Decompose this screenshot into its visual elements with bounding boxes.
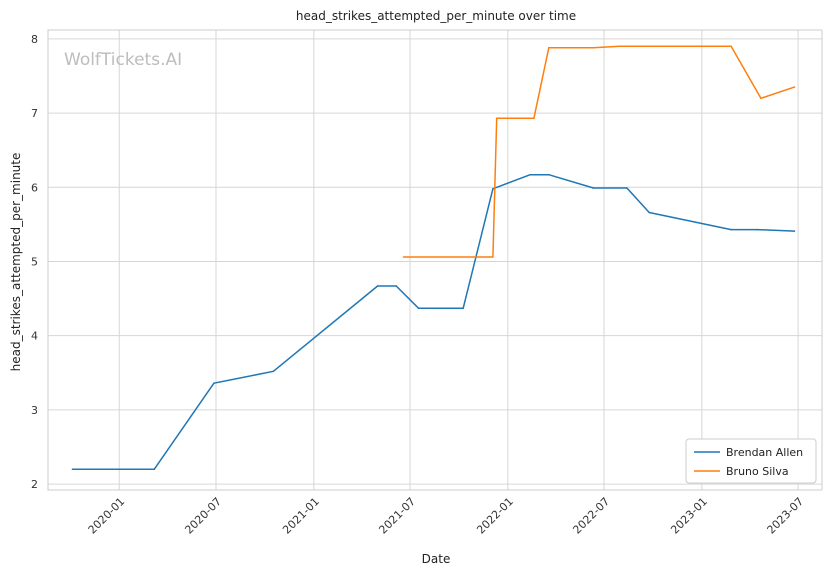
data-point-brendan-allen [492, 188, 494, 190]
data-point-brendan-allen [213, 382, 215, 385]
data-point-brendan-allen [153, 468, 156, 471]
y-axis-label: head_strikes_attempted_per_minute [9, 153, 23, 372]
y-tick-label: 2 [31, 478, 38, 491]
y-tick-label: 6 [31, 181, 38, 194]
data-point-bruno-silva [492, 256, 494, 258]
x-axis-label: Date [422, 552, 451, 566]
y-tick-label: 7 [31, 107, 38, 120]
data-point-brendan-allen [462, 307, 465, 310]
data-point-bruno-silva [592, 47, 595, 49]
data-point-brendan-allen [417, 307, 420, 310]
data-point-bruno-silva [533, 117, 535, 120]
data-point-bruno-silva [793, 86, 796, 88]
legend: Brendan Allen Bruno Silva [685, 438, 817, 484]
watermark: WolfTickets.AI [64, 50, 182, 70]
legend-label-brendan-allen: Brendan Allen [726, 446, 803, 459]
data-point-brendan-allen [376, 285, 379, 287]
data-point-bruno-silva [730, 45, 732, 48]
y-tick-label: 8 [31, 33, 38, 46]
data-point-brendan-allen [592, 187, 595, 189]
data-point-brendan-allen [395, 285, 398, 287]
series-lines [71, 45, 796, 471]
data-point-brendan-allen [793, 230, 796, 232]
data-point-bruno-silva [618, 45, 621, 48]
plot-frame [47, 29, 823, 491]
data-point-brendan-allen [71, 468, 74, 471]
data-point-brendan-allen [272, 370, 275, 373]
y-tick-label: 5 [31, 255, 38, 268]
y-tick-label: 4 [31, 330, 38, 343]
data-point-bruno-silva [548, 47, 550, 49]
data-point-bruno-silva [760, 97, 762, 100]
data-point-brendan-allen [648, 211, 650, 214]
legend-label-bruno-silva: Bruno Silva [726, 465, 789, 478]
y-tick-label: 3 [31, 404, 38, 417]
data-point-bruno-silva [495, 117, 498, 120]
gridlines [48, 30, 822, 490]
data-point-brendan-allen [756, 228, 758, 231]
data-point-brendan-allen [626, 187, 628, 189]
legend-box [685, 438, 817, 484]
series-line-bruno-silva [403, 45, 795, 258]
chart-title: head_strikes_attempted_per_minute over t… [296, 9, 576, 23]
data-point-brendan-allen [529, 173, 531, 176]
data-point-brendan-allen [548, 173, 550, 176]
data-point-brendan-allen [730, 228, 732, 231]
data-point-bruno-silva [402, 256, 405, 258]
